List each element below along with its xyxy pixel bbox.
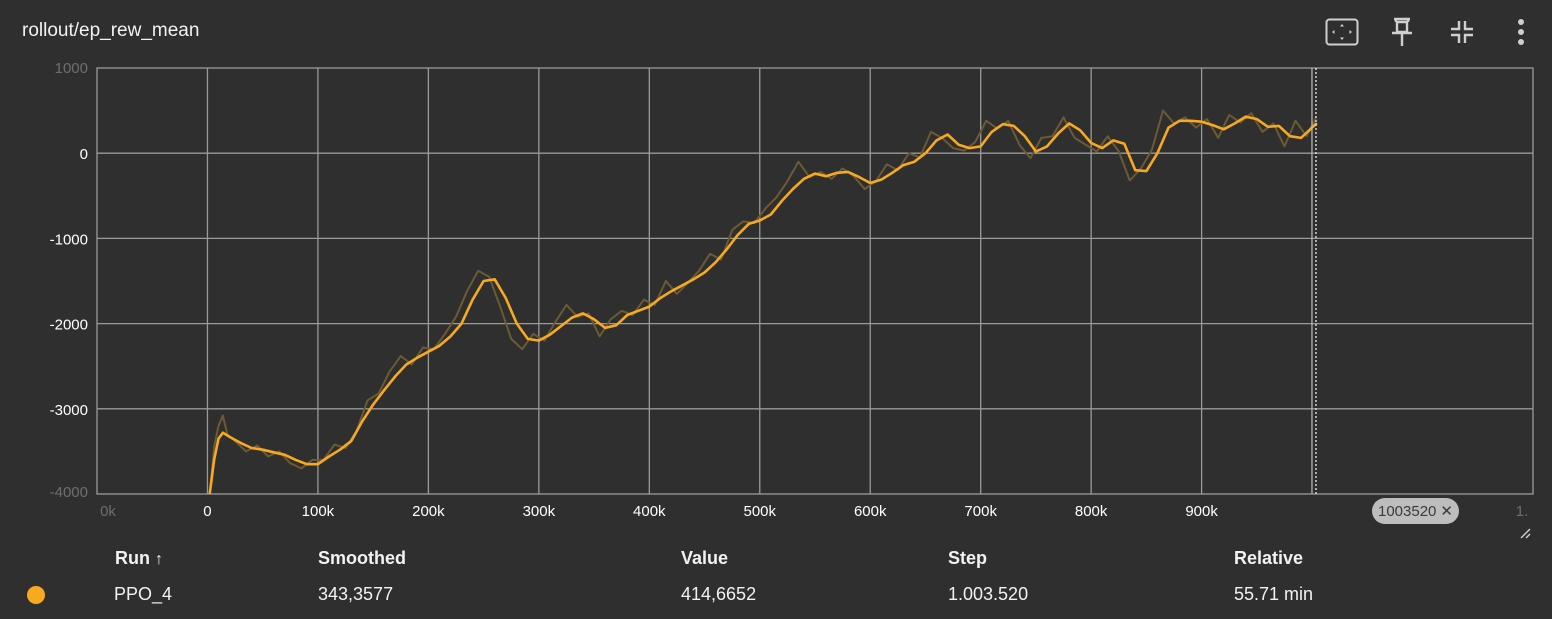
- plot-area: [97, 68, 1533, 494]
- step-value: 1.003.520: [948, 584, 1029, 604]
- x-tick-label: 200k: [412, 503, 445, 520]
- series-group: [208, 109, 1318, 494]
- more-vert-icon: [1518, 19, 1524, 45]
- run-column-header[interactable]: Run ↑: [115, 548, 163, 569]
- collapse-button[interactable]: [1444, 14, 1480, 50]
- fit-domain-button[interactable]: [1324, 14, 1360, 50]
- x-tick-label: 1.: [1516, 503, 1529, 520]
- plot-frame: [96, 67, 1534, 495]
- x-tick-label: 700k: [964, 503, 997, 520]
- run-color-swatch: [27, 586, 45, 604]
- run-name: PPO_4: [114, 584, 173, 604]
- step-column-header[interactable]: Step: [948, 548, 988, 568]
- y-tick-label: -4000: [50, 484, 88, 501]
- x-tick-label: 400k: [633, 503, 666, 520]
- value-column-header[interactable]: Value: [681, 548, 729, 568]
- y-tick-label: -2000: [50, 317, 88, 334]
- relative-time: 55.71 min: [1234, 584, 1314, 604]
- y-tick-label: -1000: [50, 231, 88, 248]
- fit-domain-icon: [1325, 18, 1359, 46]
- x-tick-label: 800k: [1075, 503, 1108, 520]
- chart-title: rollout/ep_rew_mean: [22, 20, 200, 41]
- collapse-icon: [1451, 21, 1473, 43]
- sort-arrow-icon: ↑: [155, 551, 164, 568]
- line-chart[interactable]: 0 100k 200k 300k 400k 500k 600k 700k 800k 900k 0 -1…: [0, 0, 1552, 530]
- x-tick-label: 300k: [523, 503, 556, 520]
- y-tick-label: 1000: [55, 60, 88, 77]
- close-icon[interactable]: ✕: [1440, 503, 1453, 520]
- relative-column-header[interactable]: Relative: [1234, 548, 1304, 568]
- resize-handle-icon[interactable]: [1518, 526, 1532, 540]
- run-header-label: Run: [115, 548, 150, 568]
- pin-icon: [1392, 17, 1412, 46]
- cursor-step-label: 1003520: [1378, 502, 1437, 520]
- raw-series-line: [208, 109, 1317, 494]
- x-tick-label: 100k: [302, 503, 335, 520]
- y-tick-label: -3000: [50, 402, 88, 419]
- x-tick-label: 900k: [1185, 503, 1218, 520]
- cursor-step-chip[interactable]: 1003520 ✕: [1372, 498, 1459, 524]
- more-options-button[interactable]: [1503, 14, 1539, 50]
- x-tick-label: 600k: [854, 503, 887, 520]
- smoothed-value: 343,3577: [318, 584, 394, 604]
- pin-button[interactable]: [1384, 14, 1420, 50]
- x-tick-label: 500k: [744, 503, 777, 520]
- smoothed-column-header[interactable]: Smoothed: [318, 548, 406, 568]
- y-tick-label: 0: [80, 146, 88, 163]
- raw-value: 414,6652: [681, 584, 757, 604]
- x-tick-label: 0k: [100, 503, 116, 520]
- x-tick-label: 0: [203, 503, 211, 520]
- smoothed-series-line: [208, 115, 1318, 494]
